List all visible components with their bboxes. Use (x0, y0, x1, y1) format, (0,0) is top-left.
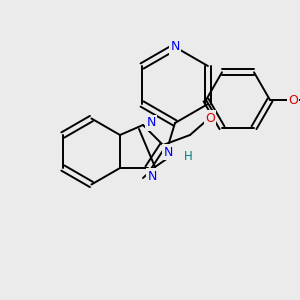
Text: N: N (146, 116, 156, 130)
Text: N: N (163, 146, 173, 158)
Text: N: N (170, 40, 180, 53)
Text: O: O (205, 112, 215, 124)
Text: O: O (288, 94, 298, 106)
Text: H: H (184, 149, 192, 163)
Text: N: N (147, 169, 157, 182)
